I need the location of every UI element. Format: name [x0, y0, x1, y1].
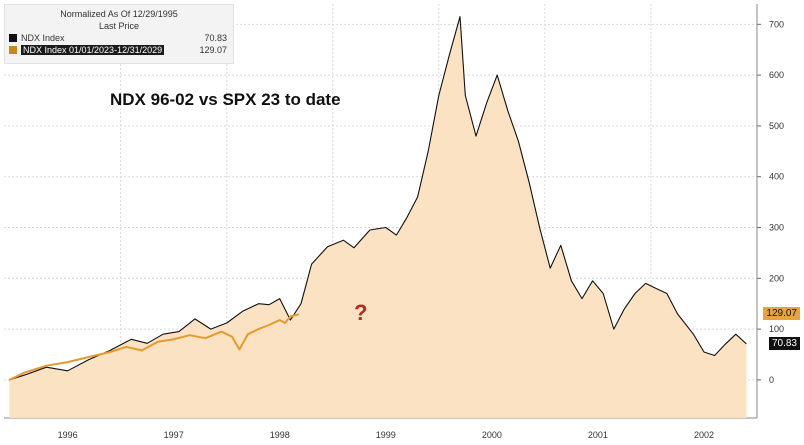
x-tick-label: 2001 [588, 430, 608, 440]
legend-swatch-orange [9, 46, 17, 54]
legend-header-normalized: Normalized As Of 12/29/1995 [60, 9, 178, 19]
question-mark-annotation: ? [354, 300, 368, 325]
x-tick-label: 2002 [694, 430, 714, 440]
x-tick-label: 1997 [164, 430, 184, 440]
y-tick-label: 0 [769, 375, 774, 385]
legend-label: NDX Index 01/01/2023-12/31/2029 [21, 45, 165, 55]
legend-label: NDX Index [21, 33, 65, 43]
chart-annotation-title: NDX 96-02 vs SPX 23 to date [110, 90, 341, 109]
y-tick-label: 200 [769, 273, 784, 283]
legend-value: 129.07 [199, 45, 227, 55]
last-value-tag-orange: 129.07 [763, 307, 800, 321]
x-tick-label: 1996 [58, 430, 78, 440]
y-tick-label: 400 [769, 172, 784, 182]
legend-item-ndx[interactable]: NDX Index 70.83 [5, 32, 233, 44]
legend-item-ndx-2023[interactable]: NDX Index 01/01/2023-12/31/2029 129.07 [5, 44, 233, 56]
last-value-tag-black: 70.83 [768, 336, 800, 350]
y-tick-label: 100 [769, 324, 784, 334]
y-tick-label: 500 [769, 121, 784, 131]
ndx-area [9, 16, 747, 418]
y-tick-label: 600 [769, 70, 784, 80]
x-tick-label: 2000 [482, 430, 502, 440]
x-tick-label: 1999 [376, 430, 396, 440]
legend-header-last-price: Last Price [98, 21, 140, 31]
series-line-ndx [9, 16, 747, 381]
y-tick-label: 300 [769, 223, 784, 233]
y-tick-label: 700 [769, 19, 784, 29]
legend-swatch-black [9, 34, 17, 42]
legend-value: 70.83 [204, 33, 227, 43]
x-tick-label: 1998 [270, 430, 290, 440]
series-line-ndx-2023 [8, 313, 300, 381]
legend: Normalized As Of 12/29/1995 Last Price N… [4, 4, 234, 64]
